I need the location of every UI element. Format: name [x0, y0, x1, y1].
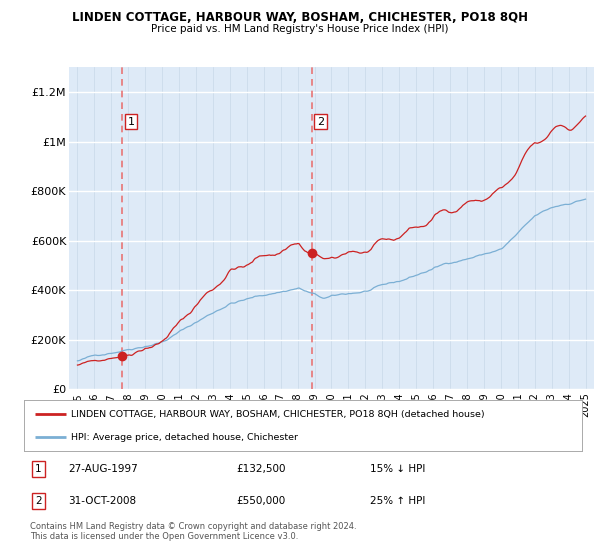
Text: 31-OCT-2008: 31-OCT-2008 — [68, 496, 137, 506]
Text: 2: 2 — [317, 116, 324, 127]
Text: LINDEN COTTAGE, HARBOUR WAY, BOSHAM, CHICHESTER, PO18 8QH: LINDEN COTTAGE, HARBOUR WAY, BOSHAM, CHI… — [72, 11, 528, 24]
Text: 27-AUG-1997: 27-AUG-1997 — [68, 464, 139, 474]
Text: 25% ↑ HPI: 25% ↑ HPI — [370, 496, 425, 506]
Text: Price paid vs. HM Land Registry's House Price Index (HPI): Price paid vs. HM Land Registry's House … — [151, 24, 449, 34]
Text: £132,500: £132,500 — [236, 464, 286, 474]
Text: 15% ↓ HPI: 15% ↓ HPI — [370, 464, 425, 474]
Text: Contains HM Land Registry data © Crown copyright and database right 2024.
This d: Contains HM Land Registry data © Crown c… — [30, 522, 356, 542]
Text: 2: 2 — [35, 496, 42, 506]
Text: 1: 1 — [127, 116, 134, 127]
Text: LINDEN COTTAGE, HARBOUR WAY, BOSHAM, CHICHESTER, PO18 8QH (detached house): LINDEN COTTAGE, HARBOUR WAY, BOSHAM, CHI… — [71, 409, 485, 418]
Text: £550,000: £550,000 — [236, 496, 285, 506]
Text: 1: 1 — [35, 464, 42, 474]
Text: HPI: Average price, detached house, Chichester: HPI: Average price, detached house, Chic… — [71, 433, 298, 442]
